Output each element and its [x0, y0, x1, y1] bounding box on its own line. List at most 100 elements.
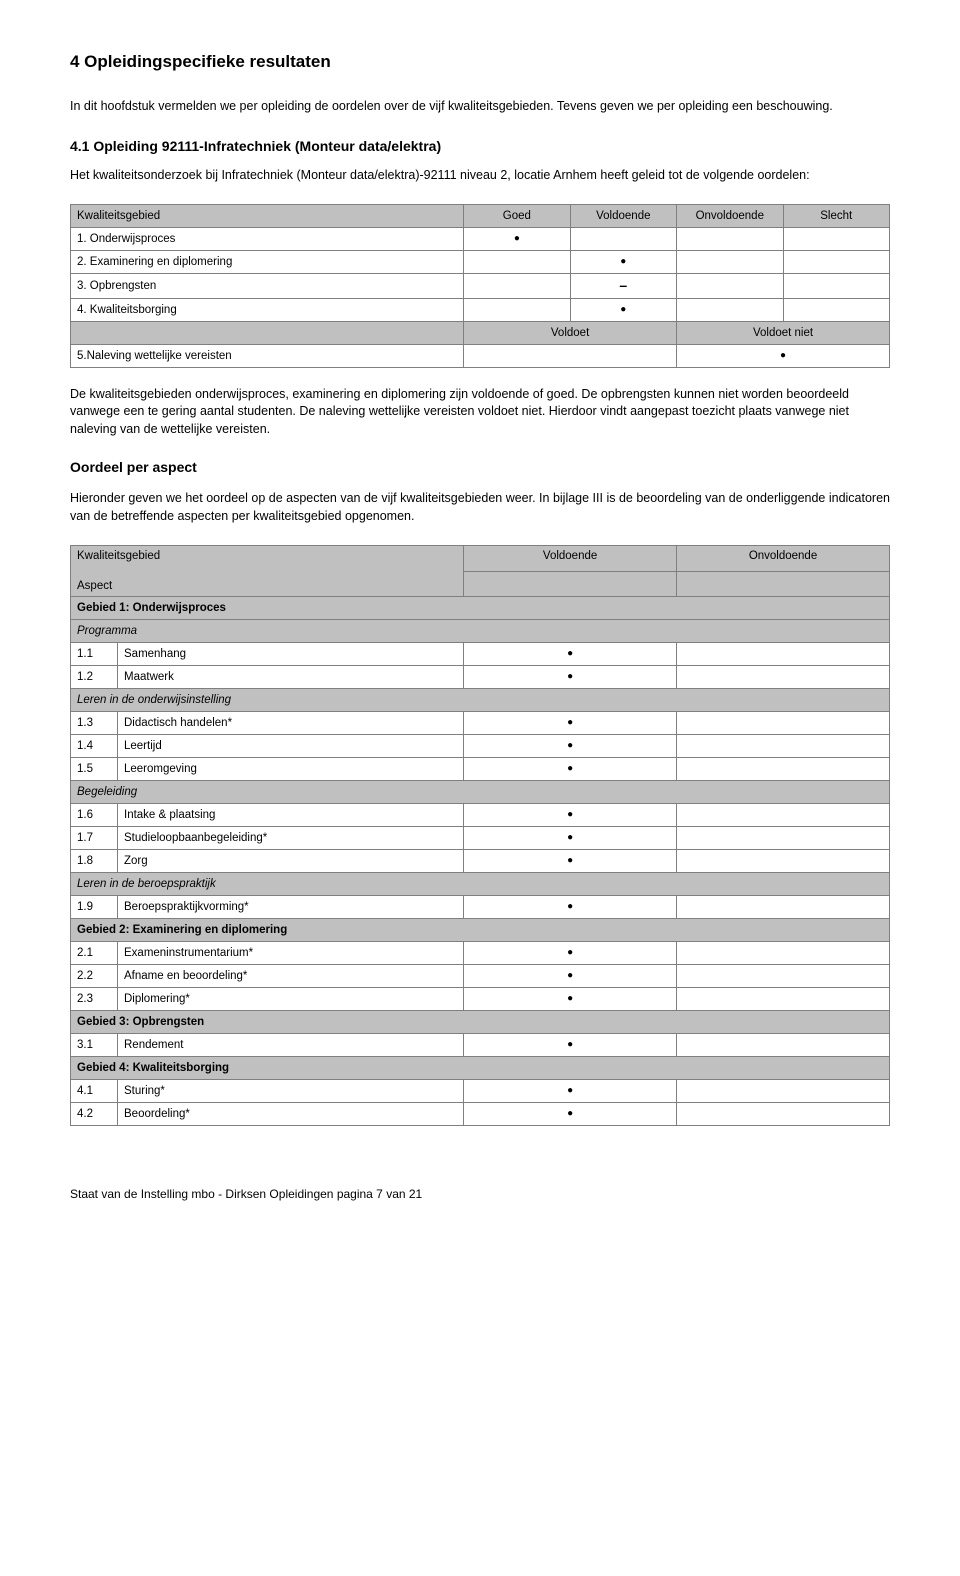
t2-r16-o	[677, 804, 890, 827]
t2-r19-v: ●	[464, 896, 677, 919]
t2-r17-v: ●	[464, 827, 677, 850]
t1-r1-goed: ●	[464, 228, 570, 251]
t2-g1-title: Gebied 1: Onderwijsproces	[71, 597, 890, 620]
t1-r3-slecht	[783, 274, 889, 299]
t2-r17-num: 1.7	[71, 827, 118, 850]
t2-r31-num: 3.1	[71, 1034, 118, 1057]
t2-r11-o	[677, 643, 890, 666]
t1-col-onvoldoende: Onvoldoende	[677, 205, 783, 228]
t1-r3-label: 3. Opbrengsten	[71, 274, 464, 299]
t1-r5-label: 5.Naleving wettelijke vereisten	[71, 344, 464, 367]
t1-r3-vold: –	[570, 274, 676, 299]
t2-r31-v: ●	[464, 1034, 677, 1057]
t2-r23-label: Diplomering*	[118, 988, 464, 1011]
t2-r22-o	[677, 965, 890, 988]
t1-r3-goed	[464, 274, 570, 299]
t1-r2-label: 2. Examinering en diplomering	[71, 251, 464, 274]
t1-mid-empty	[71, 321, 464, 344]
t2-r41-o	[677, 1080, 890, 1103]
t2-r21-label: Exameninstrumentarium*	[118, 942, 464, 965]
t1-r5-voldoet	[464, 344, 677, 367]
t1-header-label: Kwaliteitsgebied	[71, 205, 464, 228]
t2-g1-programma: Programma	[71, 620, 890, 643]
mid-paragraph: De kwaliteitsgebieden onderwijsproces, e…	[70, 386, 890, 439]
t2-r18-label: Zorg	[118, 850, 464, 873]
t1-r5-voldoet-niet: ●	[677, 344, 890, 367]
t2-r12-num: 1.2	[71, 666, 118, 689]
t2-g1-leren-instelling: Leren in de onderwijsinstelling	[71, 689, 890, 712]
t2-r23-num: 2.3	[71, 988, 118, 1011]
t2-r21-o	[677, 942, 890, 965]
t2-r41-label: Sturing*	[118, 1080, 464, 1103]
quality-area-table: Kwaliteitsgebied Goed Voldoende Onvoldoe…	[70, 204, 890, 368]
t2-g1-beroep: Leren in de beroepspraktijk	[71, 873, 890, 896]
t2-r12-label: Maatwerk	[118, 666, 464, 689]
t2-r14-o	[677, 735, 890, 758]
t2-r13-num: 1.3	[71, 712, 118, 735]
t2-empty2	[677, 571, 890, 597]
t2-g1-begeleiding: Begeleiding	[71, 781, 890, 804]
t2-r17-label: Studieloopbaanbegeleiding*	[118, 827, 464, 850]
t2-r15-label: Leeromgeving	[118, 758, 464, 781]
t2-r31-o	[677, 1034, 890, 1057]
t2-r16-v: ●	[464, 804, 677, 827]
t1-r1-onv	[677, 228, 783, 251]
t2-header-aspect: Aspect	[77, 578, 457, 594]
t1-r3-onv	[677, 274, 783, 299]
t2-r19-label: Beroepspraktijkvorming*	[118, 896, 464, 919]
t1-r1-vold	[570, 228, 676, 251]
t1-r4-slecht	[783, 298, 889, 321]
page-footer: Staat van de Instelling mbo - Dirksen Op…	[70, 1186, 890, 1203]
t2-g4-title: Gebied 4: Kwaliteitsborging	[71, 1057, 890, 1080]
t2-r11-v: ●	[464, 643, 677, 666]
t1-r1-label: 1. Onderwijsproces	[71, 228, 464, 251]
t2-r14-v: ●	[464, 735, 677, 758]
t1-r4-onv	[677, 298, 783, 321]
t2-r12-o	[677, 666, 890, 689]
t2-r18-o	[677, 850, 890, 873]
t2-r19-num: 1.9	[71, 896, 118, 919]
t1-r2-goed	[464, 251, 570, 274]
t2-r13-o	[677, 712, 890, 735]
t2-r23-o	[677, 988, 890, 1011]
chapter-heading: 4 Opleidingspecifieke resultaten	[70, 50, 890, 74]
t2-g2-title: Gebied 2: Examinering en diplomering	[71, 919, 890, 942]
t2-r14-label: Leertijd	[118, 735, 464, 758]
t2-r42-o	[677, 1103, 890, 1126]
t1-r4-goed	[464, 298, 570, 321]
t1-mid-voldoet: Voldoet	[464, 321, 677, 344]
t2-r42-label: Beoordeling*	[118, 1103, 464, 1126]
t2-r42-v: ●	[464, 1103, 677, 1126]
t2-r42-num: 4.2	[71, 1103, 118, 1126]
t2-col-vold: Voldoende	[464, 546, 677, 572]
t2-r17-o	[677, 827, 890, 850]
t2-r11-num: 1.1	[71, 643, 118, 666]
t1-r2-vold: ●	[570, 251, 676, 274]
t2-r23-v: ●	[464, 988, 677, 1011]
t2-r31-label: Rendement	[118, 1034, 464, 1057]
t2-header-label: Kwaliteitsgebied	[77, 548, 457, 564]
t2-r13-v: ●	[464, 712, 677, 735]
t1-r1-slecht	[783, 228, 889, 251]
t2-r16-num: 1.6	[71, 804, 118, 827]
t1-r4-label: 4. Kwaliteitsborging	[71, 298, 464, 321]
oordeel-paragraph: Hieronder geven we het oordeel op de asp…	[70, 490, 890, 525]
section-intro: Het kwaliteitsonderzoek bij Infratechnie…	[70, 167, 890, 185]
t2-r21-num: 2.1	[71, 942, 118, 965]
t2-r15-num: 1.5	[71, 758, 118, 781]
t2-r13-label: Didactisch handelen*	[118, 712, 464, 735]
t2-r41-v: ●	[464, 1080, 677, 1103]
t1-col-voldoende: Voldoende	[570, 205, 676, 228]
aspect-table: Kwaliteitsgebied Aspect Voldoende Onvold…	[70, 545, 890, 1126]
t2-r15-v: ●	[464, 758, 677, 781]
t2-r22-v: ●	[464, 965, 677, 988]
t2-empty1	[464, 571, 677, 597]
t1-r4-vold: ●	[570, 298, 676, 321]
t1-col-goed: Goed	[464, 205, 570, 228]
t2-r22-num: 2.2	[71, 965, 118, 988]
t2-r41-num: 4.1	[71, 1080, 118, 1103]
t2-r12-v: ●	[464, 666, 677, 689]
t2-r19-o	[677, 896, 890, 919]
t2-r16-label: Intake & plaatsing	[118, 804, 464, 827]
section-heading: 4.1 Opleiding 92111-Infratechniek (Monte…	[70, 137, 890, 157]
